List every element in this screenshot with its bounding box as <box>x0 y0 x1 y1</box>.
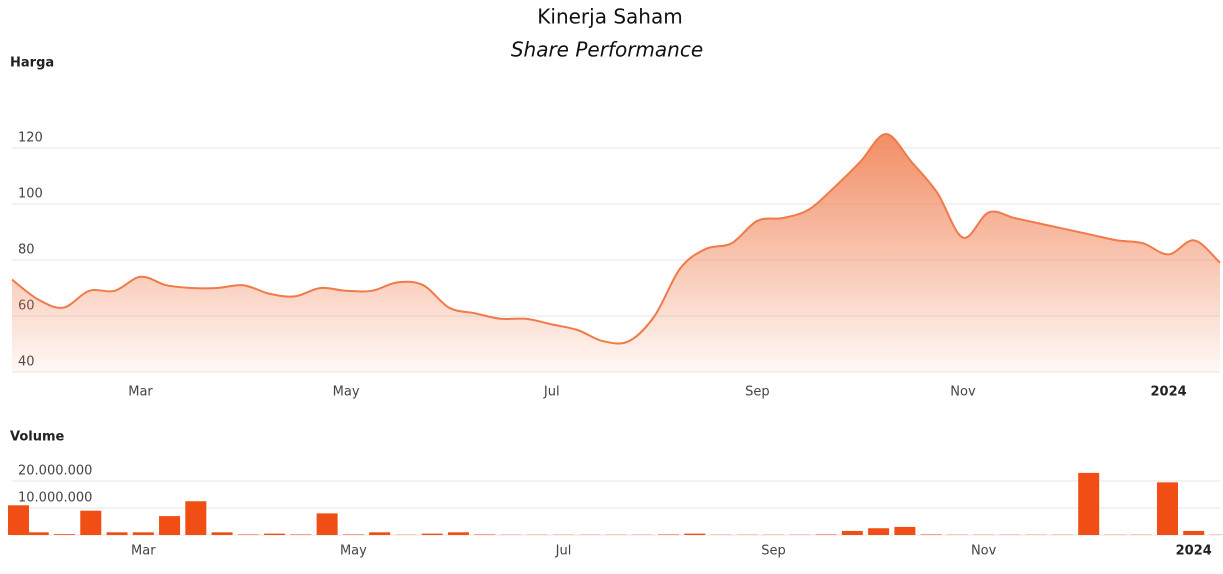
x-tick-label: May <box>333 385 360 400</box>
bar <box>894 526 916 535</box>
chart-subtitle: Share Performance <box>511 38 703 62</box>
bar <box>868 528 890 535</box>
y-tick-label: 20.000.000 <box>18 464 92 479</box>
bar <box>264 533 286 535</box>
bar <box>815 534 837 535</box>
bar <box>185 501 207 535</box>
x-tick-label: Jul <box>543 385 560 400</box>
y-tick-label: 80 <box>18 243 35 258</box>
bar <box>1156 482 1178 535</box>
bar <box>237 534 259 535</box>
price-line <box>11 132 1221 345</box>
y-axis-label: Volume <box>10 430 65 445</box>
x-tick-label: Mar <box>128 385 153 400</box>
y-tick-label: 10.000.000 <box>18 491 92 506</box>
x-tick-label: Nov <box>950 385 976 400</box>
bar <box>106 532 128 535</box>
x-tick-label: 2024 <box>1176 544 1212 559</box>
bar <box>421 533 443 535</box>
bar <box>658 534 680 535</box>
bar <box>1078 472 1100 535</box>
bar <box>80 510 102 535</box>
y-tick-label: 100 <box>18 187 43 202</box>
bar <box>684 533 706 535</box>
bar <box>1183 530 1205 535</box>
bar <box>369 532 391 535</box>
x-tick-label: 2024 <box>1151 385 1187 400</box>
bar <box>132 532 154 535</box>
bar <box>316 513 338 535</box>
bar <box>841 530 863 535</box>
x-tick-label: Mar <box>131 544 156 559</box>
bar <box>342 534 364 535</box>
bar <box>447 532 469 535</box>
bar <box>920 534 942 535</box>
bar <box>290 534 312 535</box>
x-tick-label: Nov <box>971 544 997 559</box>
x-tick-label: Sep <box>745 385 770 400</box>
bar <box>159 516 181 535</box>
bar <box>474 534 496 535</box>
x-tick-label: Jul <box>555 544 572 559</box>
chart-title: Kinerja Saham <box>537 5 682 29</box>
x-tick-label: Sep <box>761 544 786 559</box>
bar <box>54 534 76 535</box>
bar <box>27 532 49 535</box>
area-fill <box>12 134 1220 372</box>
bar <box>211 532 233 535</box>
y-tick-label: 120 <box>18 131 43 146</box>
x-tick-label: May <box>340 544 367 559</box>
y-axis-label: Harga <box>10 56 54 71</box>
bar <box>8 505 30 535</box>
